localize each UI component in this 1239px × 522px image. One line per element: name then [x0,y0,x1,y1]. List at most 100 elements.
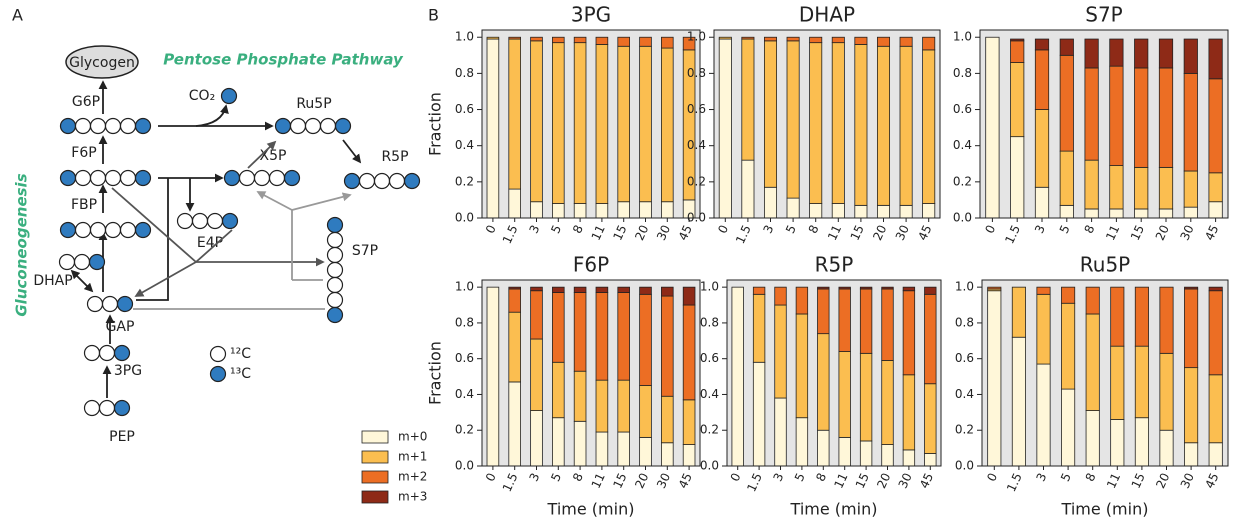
bar-segment [985,36,1000,219]
x-tick-label: 1.5 [733,223,754,246]
bar-segment [530,410,543,467]
x-tick-label: 0 [984,471,1000,484]
bar-segment [922,49,936,204]
x-tick-label: 15 [853,471,872,491]
bar-segment [573,292,587,372]
y-tick-label: 0.2 [953,174,972,188]
x-tick-label: 8 [1083,471,1099,484]
x-tick-label: 15 [1129,471,1148,491]
carbon-atom [83,344,101,362]
carbon-atom [176,212,194,230]
bar-segment [1208,374,1223,444]
carbon-atom [283,169,301,187]
bar-segment [924,383,937,454]
bar-segment [902,286,916,292]
x-tick-label: 5 [548,223,564,236]
carbon-atom [104,221,122,239]
node-label: Glycogen [69,55,135,71]
bar-segment [617,431,630,467]
y-tick-label: 0.8 [953,66,972,80]
bar-segment [817,429,830,467]
carbon-atom [289,117,307,135]
bar-segment [1011,286,1026,338]
carbon-atom [89,117,107,135]
bar-segment [1010,62,1025,138]
y-axis-label: Fraction [426,92,445,156]
y-tick-label: 1.0 [687,30,706,44]
legend-label: ¹³C [230,366,251,382]
x-tick-label: 45 [1202,223,1221,243]
bar-segment [530,201,543,219]
bar-segment [1059,38,1074,56]
bar-segment [1183,170,1198,208]
chart-title: 3PG [571,3,611,27]
bar-segment [573,286,587,293]
carbon-atom [326,231,344,249]
bar-segment [809,42,823,204]
bar-segment [786,40,800,199]
x-tick-label: 15 [610,223,629,243]
bar-segment [854,204,868,219]
x-tick-label: 30 [1178,471,1197,491]
y-tick-label: 0.4 [700,387,719,401]
bar-segment [1036,363,1051,467]
bar-segment [661,36,674,49]
bar-segment [838,286,851,290]
x-tick-label: 8 [813,471,829,484]
y-tick-label: 0.8 [955,315,974,329]
bar-segment [573,420,587,467]
bar-segment [1085,410,1100,467]
bar-segment [752,293,766,363]
bar-segment [1134,166,1149,210]
carbon-atom [89,169,107,187]
carbon-atom [220,87,238,105]
node-label: E4P [197,235,223,251]
x-tick-label: 20 [870,223,889,243]
x-tick-label: 5 [1057,223,1073,236]
carbon-atom [58,253,76,271]
y-tick-label: 0.0 [687,211,706,225]
x-tick-label: 11 [831,471,850,491]
bar-segment [682,36,696,51]
carbon-atom [209,345,227,363]
x-tick-label: 45 [676,223,695,243]
y-tick-label: 0.4 [455,387,474,401]
bar-segment [1208,38,1223,80]
carbon-atom [88,253,106,271]
x-tick-label: 0 [483,223,499,236]
x-tick-label: 45 [1202,471,1221,491]
bar-segment [809,203,823,219]
bar-segment [1208,201,1223,219]
legend-label: ¹²C [230,346,251,362]
legend-label: m+1 [398,450,427,464]
bar-segment [924,293,937,385]
bar-segment [817,288,830,335]
bar-segment [741,36,755,40]
carbon-atom [59,221,77,239]
carbon-atom [89,221,107,239]
y-tick-label: 0.6 [455,351,474,365]
arrows [70,80,362,398]
bar-segment [508,188,521,219]
carbon-atom [334,117,352,135]
bar-segment [795,286,809,315]
x-axis-label: Time (min) [790,500,878,519]
x-tick-label: 1.5 [1004,471,1025,494]
y-tick-label: 1.0 [953,30,972,44]
bar-segment [1109,165,1124,210]
bar-segment [1010,136,1025,219]
bar-segment [617,286,630,293]
carbon-atom [119,169,137,187]
x-tick-label: 30 [654,471,673,491]
pathway-label: Gluconeogenesis [13,173,31,316]
bar-segment [1184,442,1199,467]
x-tick-label: 3 [770,471,786,484]
bar-segment [718,36,732,40]
node-label: CO₂ [189,88,215,104]
x-tick-label: 1.5 [500,471,521,494]
carbon-atom [373,172,391,190]
carbon-atom [116,295,134,313]
node-label: R5P [381,149,408,165]
bar-segment [859,288,873,354]
bar-segment [899,45,913,206]
